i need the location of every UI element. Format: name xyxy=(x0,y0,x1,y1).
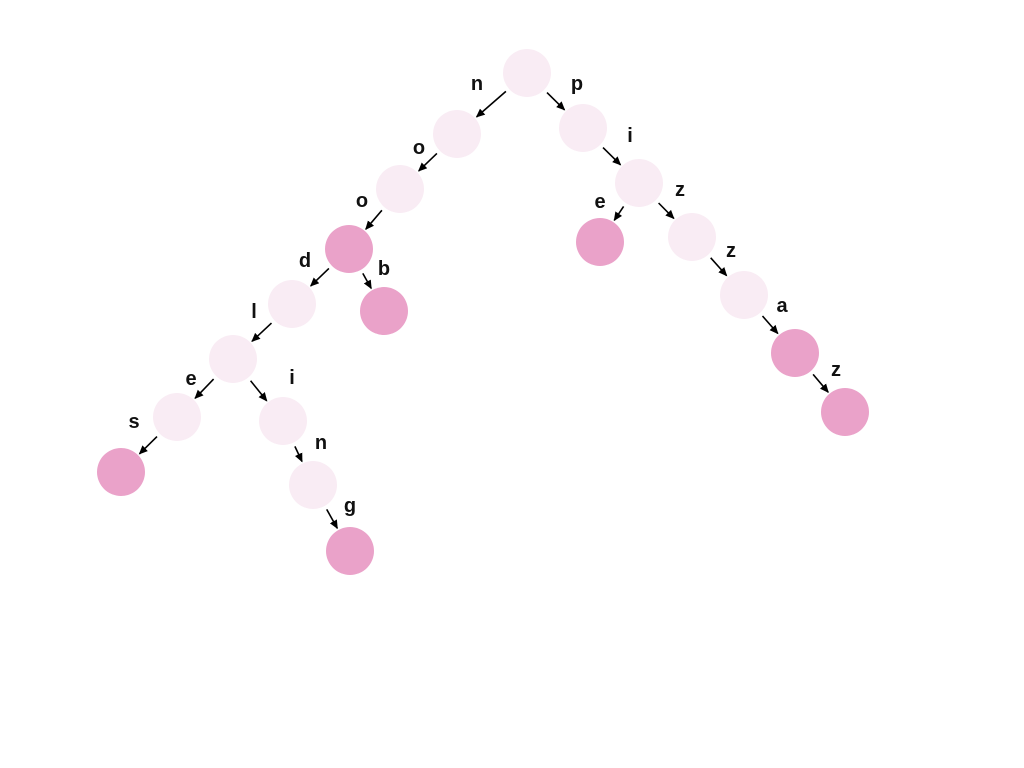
edge-label-pie: e xyxy=(594,191,605,213)
node-pi xyxy=(615,159,663,207)
edge-labels-layer: n o o d b l e s i n g p i e z z a z xyxy=(128,73,841,517)
terminal-node-pie xyxy=(576,218,624,266)
terminal-node-pizzaz xyxy=(821,388,869,436)
nodes-layer xyxy=(97,49,869,575)
edge-label-pizz: z xyxy=(726,240,736,262)
edge-label-nood: d xyxy=(299,250,311,272)
node-root xyxy=(503,49,551,97)
edge-arrow-noodl-noodli xyxy=(249,380,268,402)
edge-arrow-noodl-noodle xyxy=(194,378,215,400)
edge-arrow-noo-noob xyxy=(362,273,372,290)
edge-arrow-pi-piz xyxy=(658,202,675,220)
edge-arrow-noodlin-noodling xyxy=(326,509,338,530)
edge-label-pi: i xyxy=(627,125,633,147)
edge-label-piz: z xyxy=(675,179,685,201)
node-p xyxy=(559,104,607,152)
edge-arrow-piz-pizz xyxy=(710,257,728,277)
terminal-node-noodles xyxy=(97,448,145,496)
node-noodl xyxy=(209,335,257,383)
edge-label-pizza: a xyxy=(776,295,788,317)
edge-label-noodles: s xyxy=(128,411,139,433)
edge-arrow-noodli-noodlin xyxy=(294,446,303,463)
terminal-node-pizza xyxy=(771,329,819,377)
node-pizz xyxy=(720,271,768,319)
edge-arrow-p-pi xyxy=(602,147,622,166)
edge-label-noodling: g xyxy=(344,495,356,517)
node-n xyxy=(433,110,481,158)
terminal-node-noodling xyxy=(326,527,374,575)
node-no xyxy=(376,165,424,213)
edge-arrow-n-no xyxy=(417,152,438,172)
edge-arrow-root-p xyxy=(546,92,566,111)
node-noodle xyxy=(153,393,201,441)
terminal-node-noob xyxy=(360,287,408,335)
edge-arrow-noodle-noodles xyxy=(138,436,158,455)
node-noodlin xyxy=(289,461,337,509)
edge-arrow-noo-nood xyxy=(309,267,330,287)
edge-arrow-pizz-pizza xyxy=(761,315,779,335)
edge-label-noodle: e xyxy=(185,368,196,390)
edges-layer xyxy=(138,90,829,530)
edge-label-pizzaz: z xyxy=(831,359,841,381)
node-piz xyxy=(668,213,716,261)
edge-label-n: n xyxy=(471,73,483,95)
node-noodli xyxy=(259,397,307,445)
edge-label-p: p xyxy=(571,73,583,95)
node-nood xyxy=(268,280,316,328)
terminal-node-noo xyxy=(325,225,373,273)
edge-label-noob: b xyxy=(378,258,390,280)
edge-label-noo: o xyxy=(356,190,368,212)
edge-label-noodlin: n xyxy=(315,432,327,454)
edge-arrow-root-n xyxy=(475,90,507,118)
edge-arrow-pi-pie xyxy=(613,205,625,222)
edge-label-noodl: l xyxy=(251,301,257,323)
edge-arrow-no-noo xyxy=(365,209,383,230)
edge-arrow-nood-noodl xyxy=(251,322,273,342)
edge-label-no: o xyxy=(413,137,425,159)
edge-arrow-pizza-pizzaz xyxy=(812,373,829,393)
edge-label-noodli: i xyxy=(289,367,295,389)
